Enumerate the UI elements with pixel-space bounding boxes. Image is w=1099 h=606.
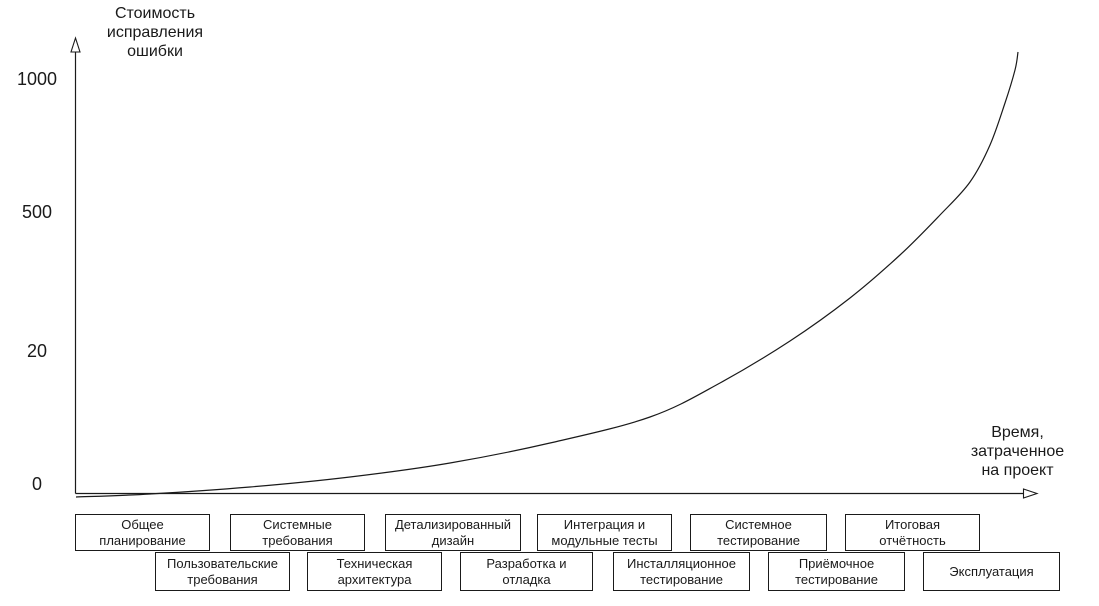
cost-curve — [75, 51, 1019, 498]
phase-box: Детализированный дизайн — [385, 514, 521, 551]
phase-box: Системные требования — [230, 514, 365, 551]
phase-box: Общее планирование — [75, 514, 210, 551]
y-tick-label: 1000 — [16, 69, 58, 89]
y-axis-arrowhead-icon — [70, 36, 81, 53]
y-tick-label: 20 — [26, 341, 48, 361]
phase-box: Разработка и отладка — [460, 552, 593, 591]
phase-box: Техническая архитектура — [307, 552, 442, 591]
x-axis-arrowhead-icon — [1022, 488, 1039, 499]
x-axis-title: Время, затраченное на проект — [970, 424, 1065, 479]
y-tick-label: 0 — [31, 474, 42, 494]
y-axis-title: Стоимость исправления ошибки — [106, 5, 204, 60]
phase-box: Системное тестирование — [690, 514, 827, 551]
phase-box: Итоговая отчётность — [845, 514, 980, 551]
phase-box: Интеграция и модульные тесты — [537, 514, 672, 551]
y-tick-label: 500 — [21, 202, 53, 222]
phase-box: Эксплуатация — [923, 552, 1060, 591]
phase-box: Приёмочное тестирование — [768, 552, 905, 591]
phase-box: Пользовательские требования — [155, 552, 290, 591]
phase-box: Инсталляционное тестирование — [613, 552, 750, 591]
